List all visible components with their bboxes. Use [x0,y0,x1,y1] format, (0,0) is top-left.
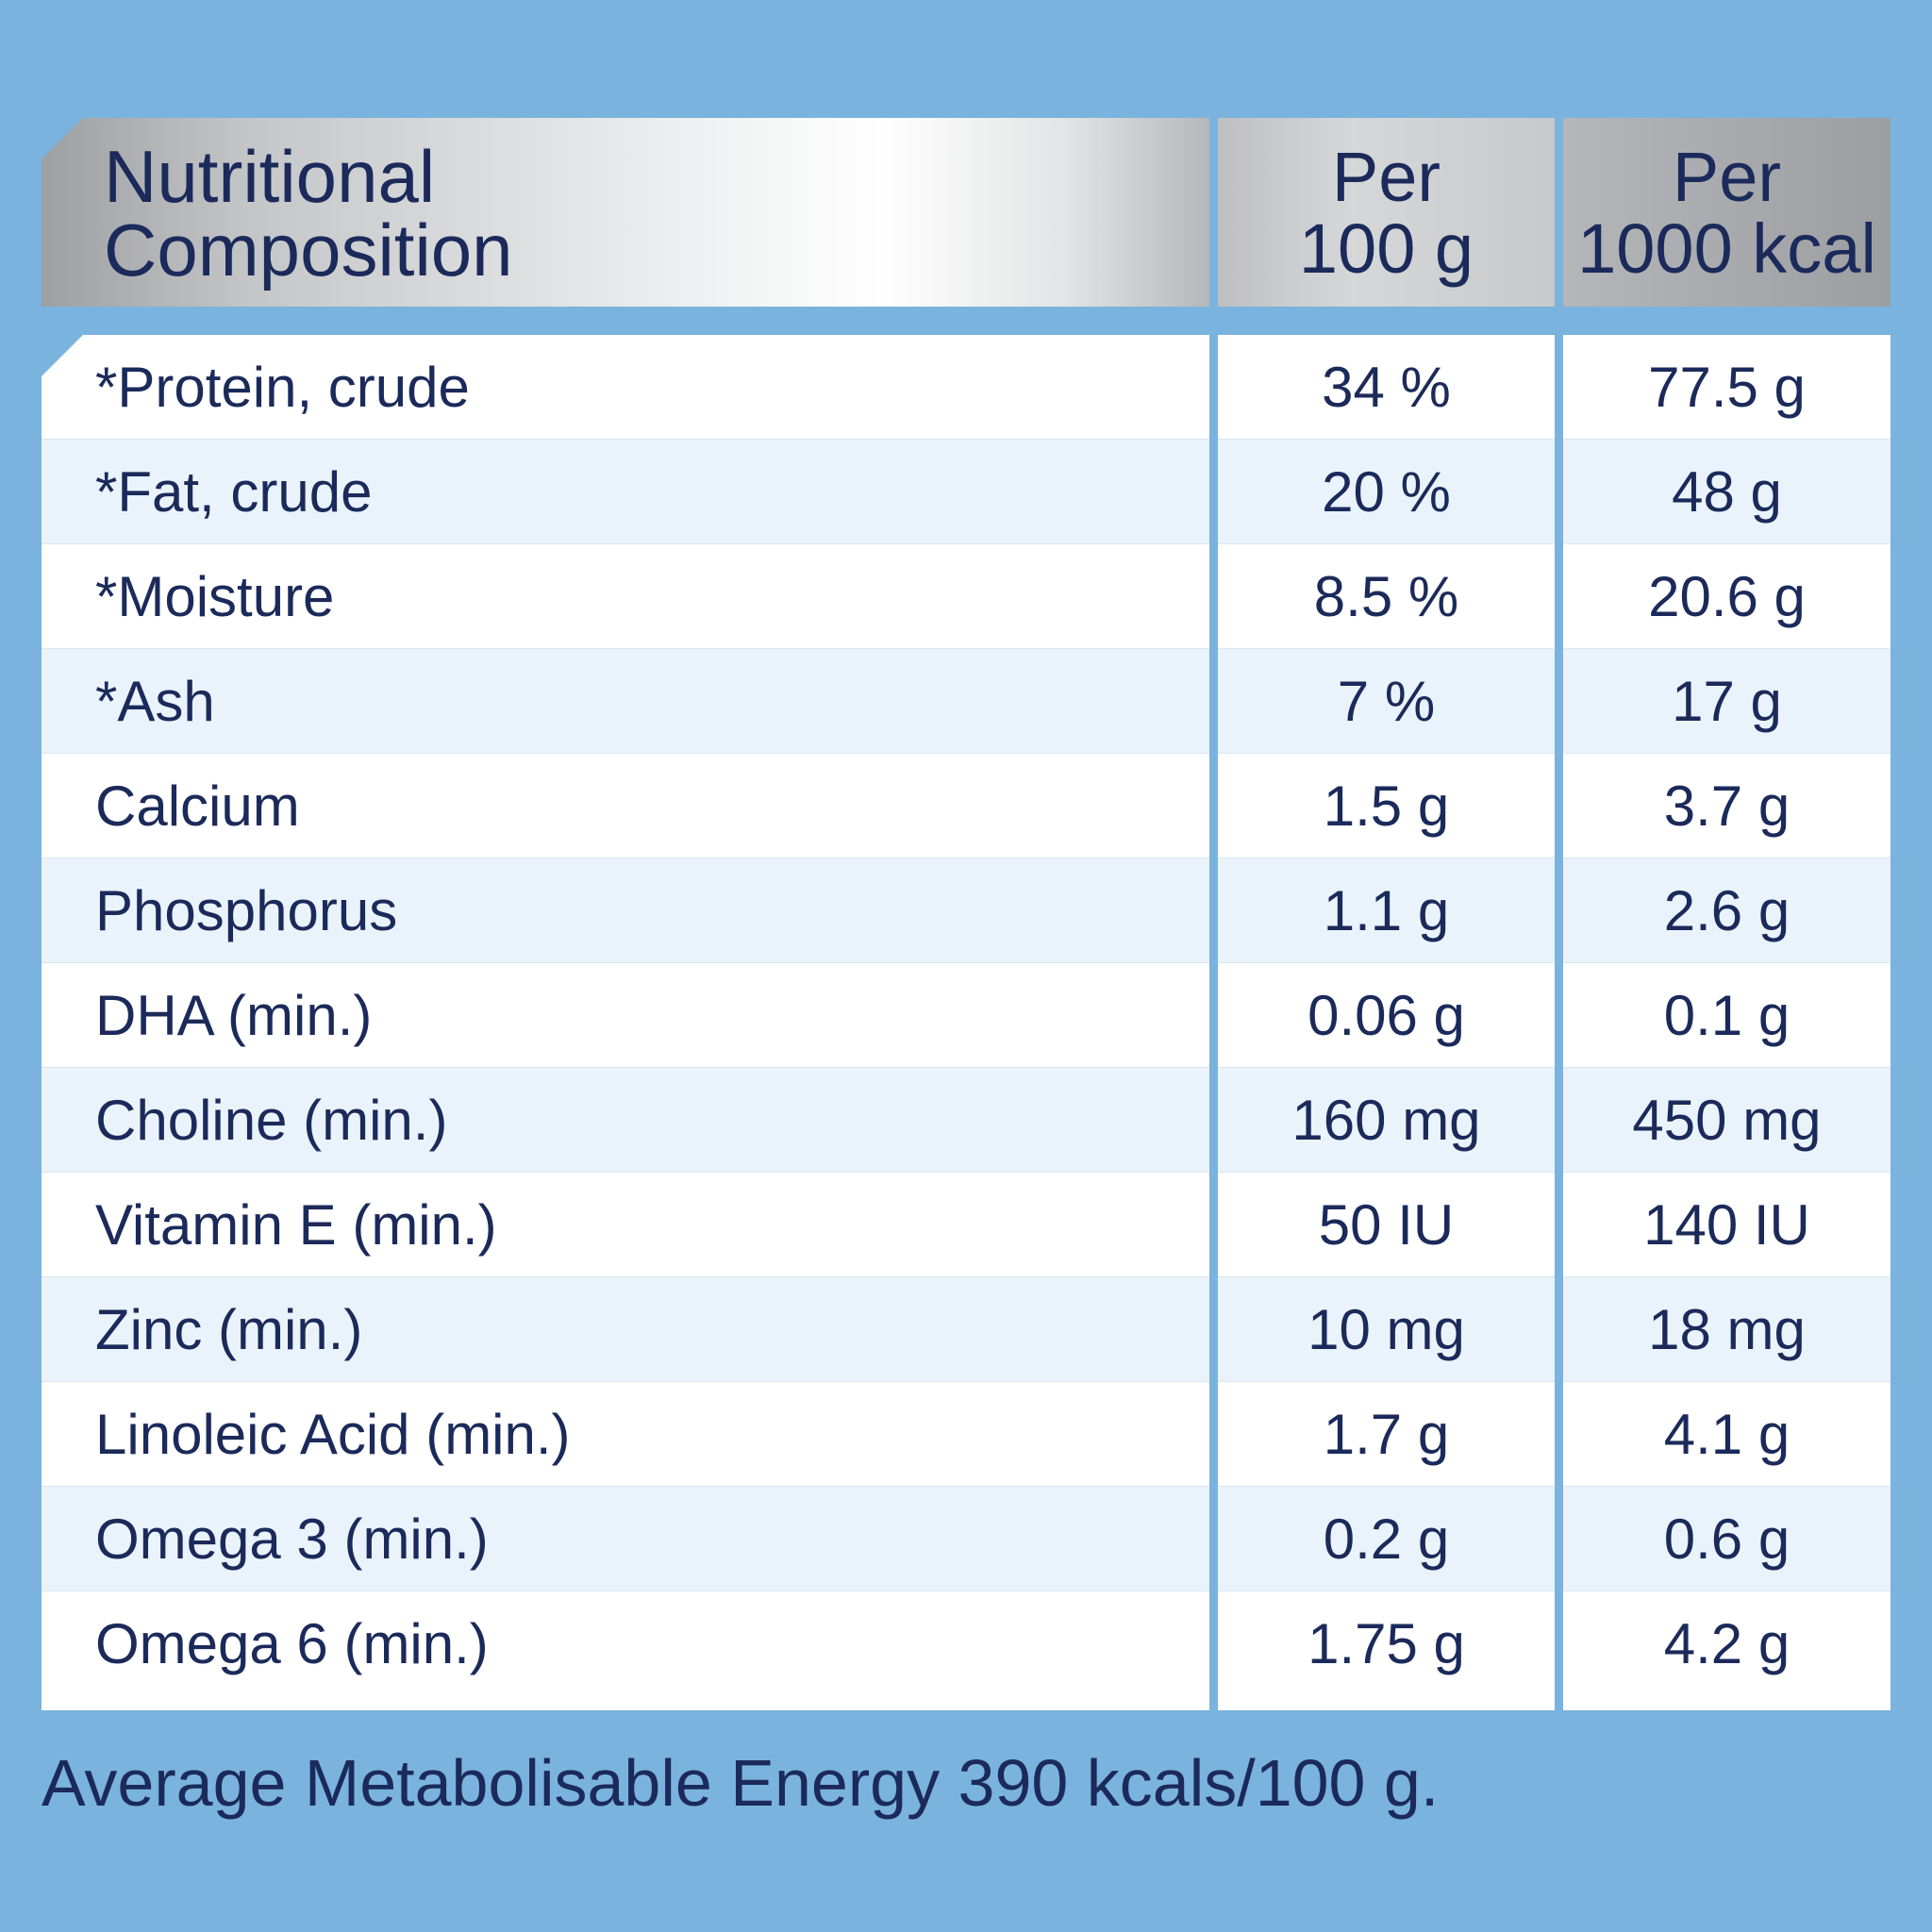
value-per-100g: 50 IU [1318,1193,1455,1257]
value-per-100g: 8.5 % [1313,565,1459,628]
value-per-1000kcal: 0.1 g [1663,984,1790,1047]
header-col2-line2: 1000 kcal [1577,209,1876,288]
footer-energy-note: Average Metabolisable Energy 390 kcals/1… [42,1746,1440,1820]
value-per-1000kcal: 4.2 g [1663,1612,1790,1675]
nutrient-name: *Protein, crude [95,356,470,419]
table-row: Vitamin E (min.) 50 IU 140 IU [42,1173,1890,1277]
value-per-1000kcal: 48 g [1672,460,1782,524]
table-row: *Moisture 8.5 % 20.6 g [42,544,1890,649]
header-per-100g: Per 100 g [1218,118,1555,307]
table-row: Linoleic Acid (min.) 1.7 g 4.1 g [42,1382,1890,1487]
value-per-100g: 1.7 g [1323,1403,1450,1466]
header-title-line2: Composition [104,208,513,291]
nutrient-name: Linoleic Acid (min.) [95,1403,571,1466]
value-per-1000kcal: 3.7 g [1663,774,1790,838]
value-per-100g: 20 % [1322,460,1451,524]
table-row: DHA (min.) 0.06 g 0.1 g [42,963,1890,1068]
nutrient-name: Zinc (min.) [95,1298,363,1361]
nutrient-name: Vitamin E (min.) [95,1193,497,1257]
value-per-1000kcal: 18 mg [1648,1298,1806,1361]
nutrient-name: Phosphorus [95,879,398,942]
value-per-100g: 7 % [1337,670,1436,733]
value-per-100g: 1.5 g [1323,774,1450,838]
value-per-100g: 0.06 g [1307,984,1465,1047]
nutrition-table: *Protein, crude 34 % 77.5 g *Fat, crude … [42,335,1890,1710]
nutrient-name: Omega 3 (min.) [95,1507,489,1571]
value-per-1000kcal: 0.6 g [1663,1507,1790,1571]
table-row: Omega 3 (min.) 0.2 g 0.6 g [42,1487,1890,1591]
table-row: *Ash 7 % 17 g [42,649,1890,754]
value-per-1000kcal: 450 mg [1632,1089,1822,1152]
column-divider [1209,335,1218,1710]
header-col1-line1: Per [1331,138,1441,216]
nutrient-name: Calcium [95,774,300,838]
value-per-100g: 1.75 g [1307,1612,1465,1675]
value-per-100g: 34 % [1322,356,1451,419]
table-row: Calcium 1.5 g 3.7 g [42,754,1890,858]
nutrient-name: DHA (min.) [95,984,373,1047]
nutrient-name: *Moisture [95,565,335,628]
table-row: Omega 6 (min.) 1.75 g 4.2 g [42,1591,1890,1710]
header-nutritional-composition: Nutritional Composition [42,118,1209,307]
value-per-100g: 0.2 g [1323,1507,1450,1571]
header-per-1000kcal: Per 1000 kcal [1563,118,1890,307]
nutrient-name: *Ash [95,670,215,733]
value-per-100g: 1.1 g [1323,879,1450,942]
value-per-100g: 10 mg [1307,1298,1465,1361]
table-row: *Fat, crude 20 % 48 g [42,440,1890,544]
column-divider [1555,335,1563,1710]
nutrient-name: Omega 6 (min.) [95,1612,489,1675]
header-col1-line2: 100 g [1298,209,1474,288]
value-per-1000kcal: 2.6 g [1663,879,1790,942]
value-per-1000kcal: 140 IU [1643,1193,1810,1257]
value-per-1000kcal: 77.5 g [1648,356,1806,419]
header-title-line1: Nutritional [104,135,436,218]
table-row: Zinc (min.) 10 mg 18 mg [42,1277,1890,1382]
value-per-100g: 160 mg [1291,1089,1481,1152]
nutrient-name: Choline (min.) [95,1089,448,1152]
nutrient-name: *Fat, crude [95,460,373,524]
table-row: *Protein, crude 34 % 77.5 g [42,335,1890,440]
header-col2-line1: Per [1672,138,1782,216]
value-per-1000kcal: 20.6 g [1648,565,1806,628]
table-row: Choline (min.) 160 mg 450 mg [42,1068,1890,1173]
table-row: Phosphorus 1.1 g 2.6 g [42,858,1890,963]
value-per-1000kcal: 17 g [1672,670,1782,733]
value-per-1000kcal: 4.1 g [1663,1403,1790,1466]
